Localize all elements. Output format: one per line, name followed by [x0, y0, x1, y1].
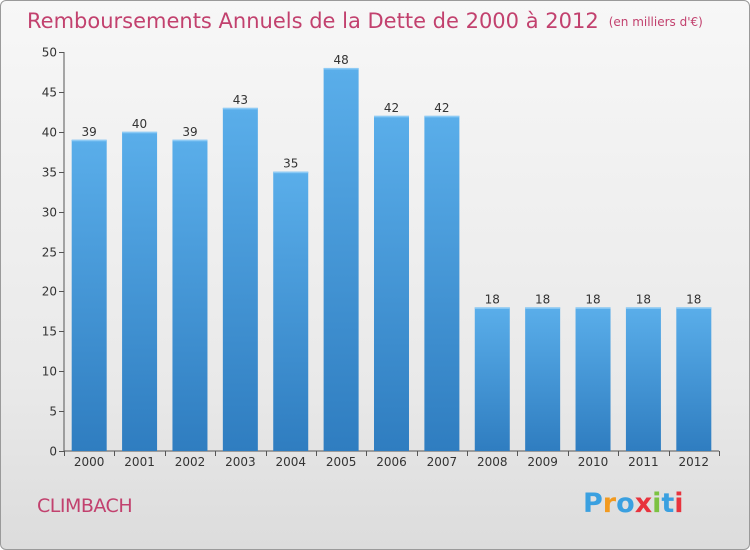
chart-axes: 0 5 10 15 20 25 30 35 40 45 50 2000 2001 2002 2003 2004… — [42, 46, 720, 469]
x-tick-label: 2006 — [376, 455, 407, 469]
chart-value-labels: 39 40 39 43 35 48 42 42 18 18 18 18 18 — [82, 53, 702, 306]
logo-letter: r — [602, 488, 617, 519]
bar-value-label: 42 — [384, 101, 399, 115]
logo-letter: t — [661, 488, 675, 519]
bar-value-label: 43 — [233, 93, 248, 107]
y-tick-label: 0 — [49, 445, 57, 459]
x-tick-label: 2002 — [175, 455, 206, 469]
x-tick-label: 2000 — [74, 455, 105, 469]
y-tick-label: 40 — [42, 126, 57, 140]
x-tick-label: 2007 — [427, 455, 458, 469]
chart-title-text: Remboursements Annuels de la Dette de 20… — [27, 9, 599, 33]
logo-letter: x — [634, 488, 653, 519]
bar — [374, 115, 409, 451]
bar-highlight — [575, 307, 611, 309]
bar — [625, 307, 661, 451]
bar-value-label: 18 — [686, 292, 701, 306]
bar-value-label: 18 — [636, 292, 651, 306]
bar — [273, 171, 309, 451]
x-tick-label: 2001 — [124, 455, 155, 469]
bar-value-label: 18 — [485, 292, 500, 306]
logo-letter: o — [616, 488, 635, 519]
bar-highlight — [374, 115, 409, 118]
bar-highlight — [525, 307, 561, 309]
bar-value-label: 18 — [585, 292, 600, 306]
bar — [172, 139, 208, 451]
y-tick-label: 45 — [42, 86, 57, 100]
bar-highlight — [323, 67, 359, 70]
y-tick-label: 5 — [49, 405, 57, 419]
bar — [71, 139, 107, 451]
bar — [575, 307, 611, 451]
bar-value-label: 42 — [434, 101, 449, 115]
bar — [323, 67, 359, 452]
y-tick-label: 15 — [42, 325, 57, 339]
bar-highlight — [625, 307, 661, 309]
bar-value-label: 39 — [82, 125, 97, 139]
bar-highlight — [273, 171, 309, 174]
y-tick-label: 25 — [42, 246, 57, 260]
bar-value-label: 39 — [182, 125, 197, 139]
x-tick-label: 2005 — [326, 455, 357, 469]
bar-highlight — [222, 107, 258, 110]
bar — [122, 131, 158, 452]
x-tick-label: 2008 — [477, 455, 508, 469]
proxiti-logo: Proxiti — [583, 488, 684, 519]
logo-letter: i — [674, 488, 684, 519]
bar-highlight — [71, 139, 107, 142]
bar — [676, 307, 712, 451]
x-tick-label: 2003 — [225, 455, 256, 469]
x-tick-label: 2004 — [275, 455, 306, 469]
logo-letter: P — [583, 488, 603, 519]
bar — [474, 307, 510, 451]
y-tick-label: 50 — [42, 46, 57, 60]
x-tick-label: 2011 — [628, 455, 659, 469]
bar-highlight — [122, 131, 158, 134]
bar-value-label: 18 — [535, 292, 550, 306]
bar — [525, 307, 561, 451]
bar-value-label: 35 — [283, 157, 298, 171]
chart-subtitle: (en milliers d'€) — [608, 15, 703, 29]
y-tick-label: 35 — [42, 166, 57, 180]
bar-highlight — [474, 307, 510, 309]
x-tick-label: 2009 — [527, 455, 558, 469]
y-tick-label: 20 — [42, 285, 57, 299]
bar — [222, 107, 258, 452]
x-tick-label: 2010 — [578, 455, 609, 469]
logo-letter: i — [652, 488, 662, 519]
bar-highlight — [676, 307, 712, 309]
bar — [424, 115, 460, 451]
chart-title: Remboursements Annuels de la Dette de 20… — [27, 9, 703, 33]
x-tick-label: 2012 — [679, 455, 710, 469]
bar-highlight — [424, 115, 460, 118]
bar-highlight — [172, 139, 208, 142]
bar-value-label: 48 — [333, 53, 348, 67]
bar-value-label: 40 — [132, 117, 147, 131]
chart-bars — [71, 67, 712, 452]
y-tick-label: 30 — [42, 206, 57, 220]
y-tick-label: 10 — [42, 365, 57, 379]
city-name: CLIMBACH — [37, 495, 133, 517]
